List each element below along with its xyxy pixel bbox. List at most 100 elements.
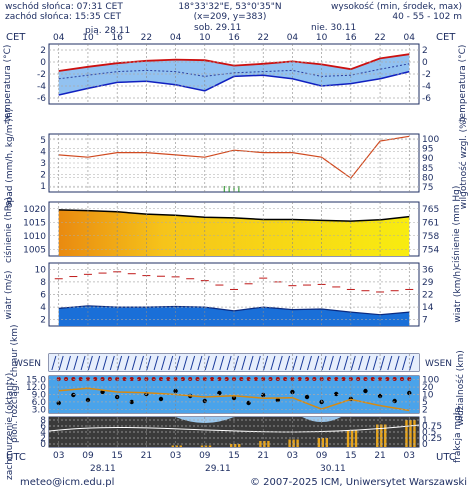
top-hour-label: 16 (111, 33, 123, 43)
y-tick-label: 8 (40, 278, 46, 288)
cloud-top-dot (195, 377, 200, 381)
cloud-top-dot (239, 377, 244, 381)
cloud-top-dot (378, 377, 383, 381)
wind-direction-arrow (343, 355, 349, 371)
y-tick-label: 29 (422, 278, 434, 288)
wind-direction-arrow (358, 355, 364, 371)
wind-direction-arrow (153, 355, 159, 371)
wind-direction-arrow (131, 355, 137, 371)
cloud-top-dot (232, 377, 236, 381)
y-tick-label: -4 (37, 82, 46, 92)
y-tick-label: 22 (422, 291, 433, 301)
y-tick-label: 15.0 (26, 376, 46, 386)
y-tick-label: 20 (422, 383, 434, 393)
fog-fraction-bar (267, 441, 270, 447)
top-hour-label: 16 (345, 33, 357, 43)
altitude-label: wysokość (min, środek, max) (331, 2, 462, 12)
fog-fraction-bar (288, 439, 291, 447)
cloud-top-dot (180, 377, 185, 381)
fog-fraction-bar (175, 445, 178, 447)
top-hour-label: 04 (287, 33, 299, 43)
cloud-top-dot (122, 377, 127, 381)
top-hour-label: 22 (257, 33, 268, 43)
sunset-text: zachód słońca: 15:35 CET (5, 12, 122, 22)
y-tick-label: 5 (40, 136, 46, 146)
cloud-layer-dot (129, 399, 134, 405)
wind-direction-arrow (270, 355, 276, 371)
fog-fraction-bar (263, 441, 266, 447)
cloud-top-dot (341, 377, 346, 381)
wind-direction-arrow (87, 355, 93, 371)
y-tick-label: 0 (422, 440, 428, 450)
fog-fraction-bar (208, 445, 212, 447)
cloud-top-dot (283, 377, 288, 381)
wind-direction-arrow (328, 355, 334, 371)
top-hour-label: 22 (374, 33, 385, 43)
y-tick-label: 7 (422, 316, 428, 326)
cloud-top-dot (319, 377, 324, 381)
fog-fraction-bar (346, 430, 350, 447)
wind-direction-arrow (292, 355, 298, 371)
top-day-label: sob. 29.11 (194, 23, 242, 33)
cloud-top-dot (202, 377, 207, 381)
cloud-top-dot (297, 377, 302, 381)
y-tick-label: 5 (422, 398, 428, 408)
fog-fraction-bar (405, 420, 408, 447)
cloud-top-dot (100, 377, 105, 381)
timezone-top-right: CET (436, 32, 456, 43)
wind-direction-arrow (277, 355, 283, 371)
wind-direction-arrow (204, 355, 210, 371)
y-tick-label: -6 (422, 94, 431, 104)
y-tick-label: 8 (40, 416, 46, 426)
bottom-hour-label: 15 (111, 451, 122, 461)
y-tick-label: 4 (40, 303, 46, 313)
wind-direction-arrow (394, 355, 400, 371)
bottom-hour-label: 03 (53, 451, 64, 461)
wind-direction-arrow (109, 355, 115, 371)
y-tick-label: 10 (422, 391, 434, 401)
fog-fraction-bar (292, 439, 295, 447)
wind-direction-arrow (139, 355, 144, 371)
pressure-area (58, 209, 410, 256)
wind-direction-arrow (321, 355, 327, 371)
fog-fraction-bar (179, 445, 182, 447)
fog-fraction-bar (296, 439, 299, 447)
footer-email[interactable]: meteo@icm.edu.pl (20, 477, 115, 488)
cloud-top-dot (78, 377, 83, 381)
y-tick-label: 75 (422, 183, 433, 193)
wind-direction-arrow (336, 355, 342, 371)
wind-direction-arrow (168, 355, 174, 371)
cloud-layer-dot (334, 391, 339, 397)
fog-fraction-bar (321, 438, 325, 447)
y-tick-label: 6.0 (32, 398, 47, 408)
y-tick-label: 2 (40, 171, 46, 181)
wind-direction-arrow (255, 355, 261, 371)
wind-direction-arrow (241, 355, 247, 371)
y-tick-label: 761 (422, 218, 439, 228)
y-tick-label: 758 (422, 232, 439, 242)
y-tick-label: 4 (40, 428, 46, 438)
y-tick-label: 0.5 (422, 428, 436, 438)
cloud-top-dot (326, 377, 331, 381)
y-tick-label: -2 (37, 70, 46, 80)
top-hour-label: 10 (316, 33, 328, 43)
y-tick-label: 6 (40, 291, 46, 301)
fog-fraction-bar (409, 420, 412, 447)
cloud-top-dot (210, 377, 215, 381)
bottom-hour-label: 21 (257, 451, 268, 461)
wind-direction-label-right: WSEN (425, 359, 452, 369)
cloud-top-dot (348, 377, 353, 381)
altitude-values: 40 - 55 - 102 m (392, 12, 462, 22)
wind-direction-arrow (51, 355, 57, 371)
y-tick-label: 0.75 (422, 422, 442, 432)
fog-fraction-bar (171, 445, 174, 447)
wind-direction-label-left: WSEN (14, 359, 41, 369)
cloud-top-dot (85, 377, 90, 381)
bottom-hour-label: 09 (82, 451, 94, 461)
fog-fraction-bar (384, 424, 387, 447)
y-tick-label: 0 (40, 58, 46, 68)
top-hour-label: 10 (82, 33, 94, 43)
fog-fraction-bar (200, 445, 204, 447)
cloud-top-dot (246, 377, 251, 381)
bottom-hour-label: 09 (199, 451, 211, 461)
